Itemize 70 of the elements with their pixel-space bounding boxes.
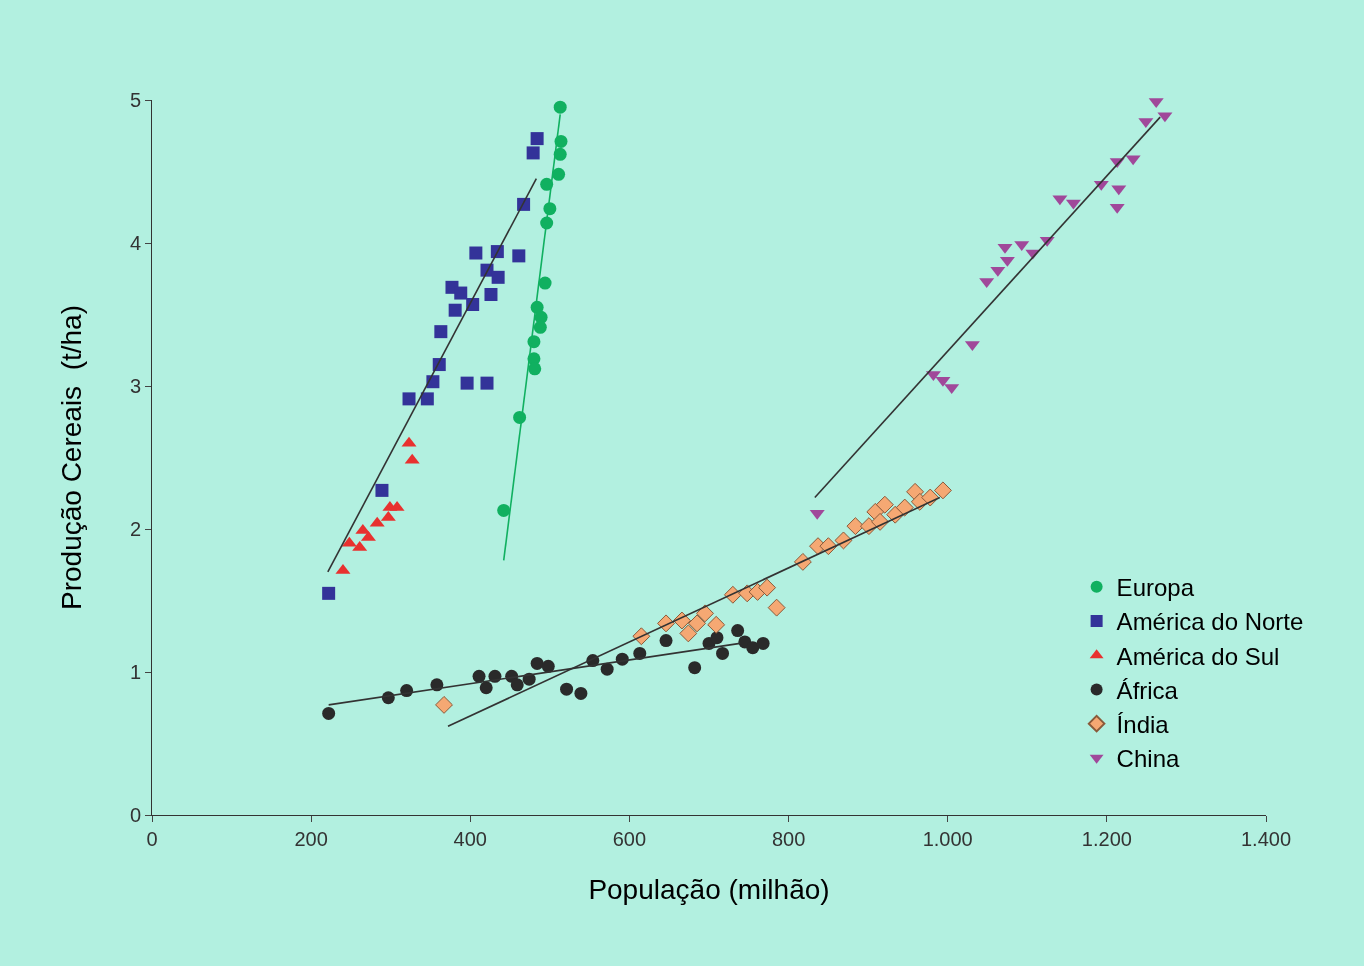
point <box>659 634 673 648</box>
point <box>375 483 389 497</box>
x-tick-label: 800 <box>771 828 806 850</box>
legend-label: China <box>1116 745 1180 773</box>
point <box>895 498 914 517</box>
x-tick-label: 0 <box>146 828 158 850</box>
y-axis-title: Produção Cereais (t/ha) <box>55 304 87 611</box>
point <box>746 641 760 655</box>
point <box>448 303 462 317</box>
point <box>497 503 511 517</box>
x-axis-title: População (milhão) <box>588 874 830 906</box>
point <box>560 682 574 696</box>
point <box>574 686 588 700</box>
point <box>688 614 707 633</box>
point <box>707 615 726 634</box>
point <box>512 249 526 263</box>
x-tick-label: 600 <box>612 828 647 850</box>
point <box>530 132 544 146</box>
y-tick-label: 1 <box>129 661 141 683</box>
point <box>420 392 434 406</box>
x-tick-label: 1.000 <box>922 828 973 850</box>
point <box>484 287 498 301</box>
point <box>454 286 468 300</box>
point <box>688 661 702 675</box>
point <box>480 376 494 390</box>
point <box>696 604 714 623</box>
point <box>731 624 745 638</box>
y-tick-label: 2 <box>129 518 141 540</box>
point <box>472 669 486 683</box>
point <box>600 662 614 676</box>
point <box>402 392 416 406</box>
x-tick-label: 1.200 <box>1081 828 1132 850</box>
legend-label: América do Norte <box>1116 608 1304 636</box>
y-tick-label: 4 <box>129 232 141 254</box>
point <box>528 362 542 376</box>
x-tick-label: 400 <box>453 828 487 850</box>
point <box>552 167 566 181</box>
point <box>491 270 505 284</box>
point <box>533 320 547 334</box>
point <box>434 325 448 339</box>
point <box>526 146 540 160</box>
legend-label: América do Sul <box>1116 642 1280 670</box>
y-tick-label: 5 <box>129 89 141 111</box>
point <box>510 678 524 692</box>
point <box>435 695 453 714</box>
legend-label: Europa <box>1116 574 1195 602</box>
x-tick-label: 1.400 <box>1240 828 1292 850</box>
point <box>322 706 336 720</box>
point <box>933 481 952 500</box>
point <box>530 656 544 670</box>
point <box>553 100 567 114</box>
legend-label: Índia <box>1116 711 1170 739</box>
legend-label: África <box>1116 676 1179 704</box>
point <box>716 646 730 660</box>
point <box>679 624 698 643</box>
point <box>710 631 724 645</box>
point <box>322 586 336 600</box>
point <box>767 598 786 617</box>
point <box>469 246 483 260</box>
point <box>875 495 894 514</box>
point <box>541 659 555 673</box>
point <box>538 276 552 290</box>
point <box>758 578 777 597</box>
point <box>756 636 770 650</box>
point <box>460 376 474 390</box>
y-tick-label: 0 <box>129 804 141 826</box>
point <box>479 681 493 695</box>
point <box>846 517 865 536</box>
y-tick-label: 3 <box>129 375 141 397</box>
x-tick-label: 200 <box>294 828 328 850</box>
